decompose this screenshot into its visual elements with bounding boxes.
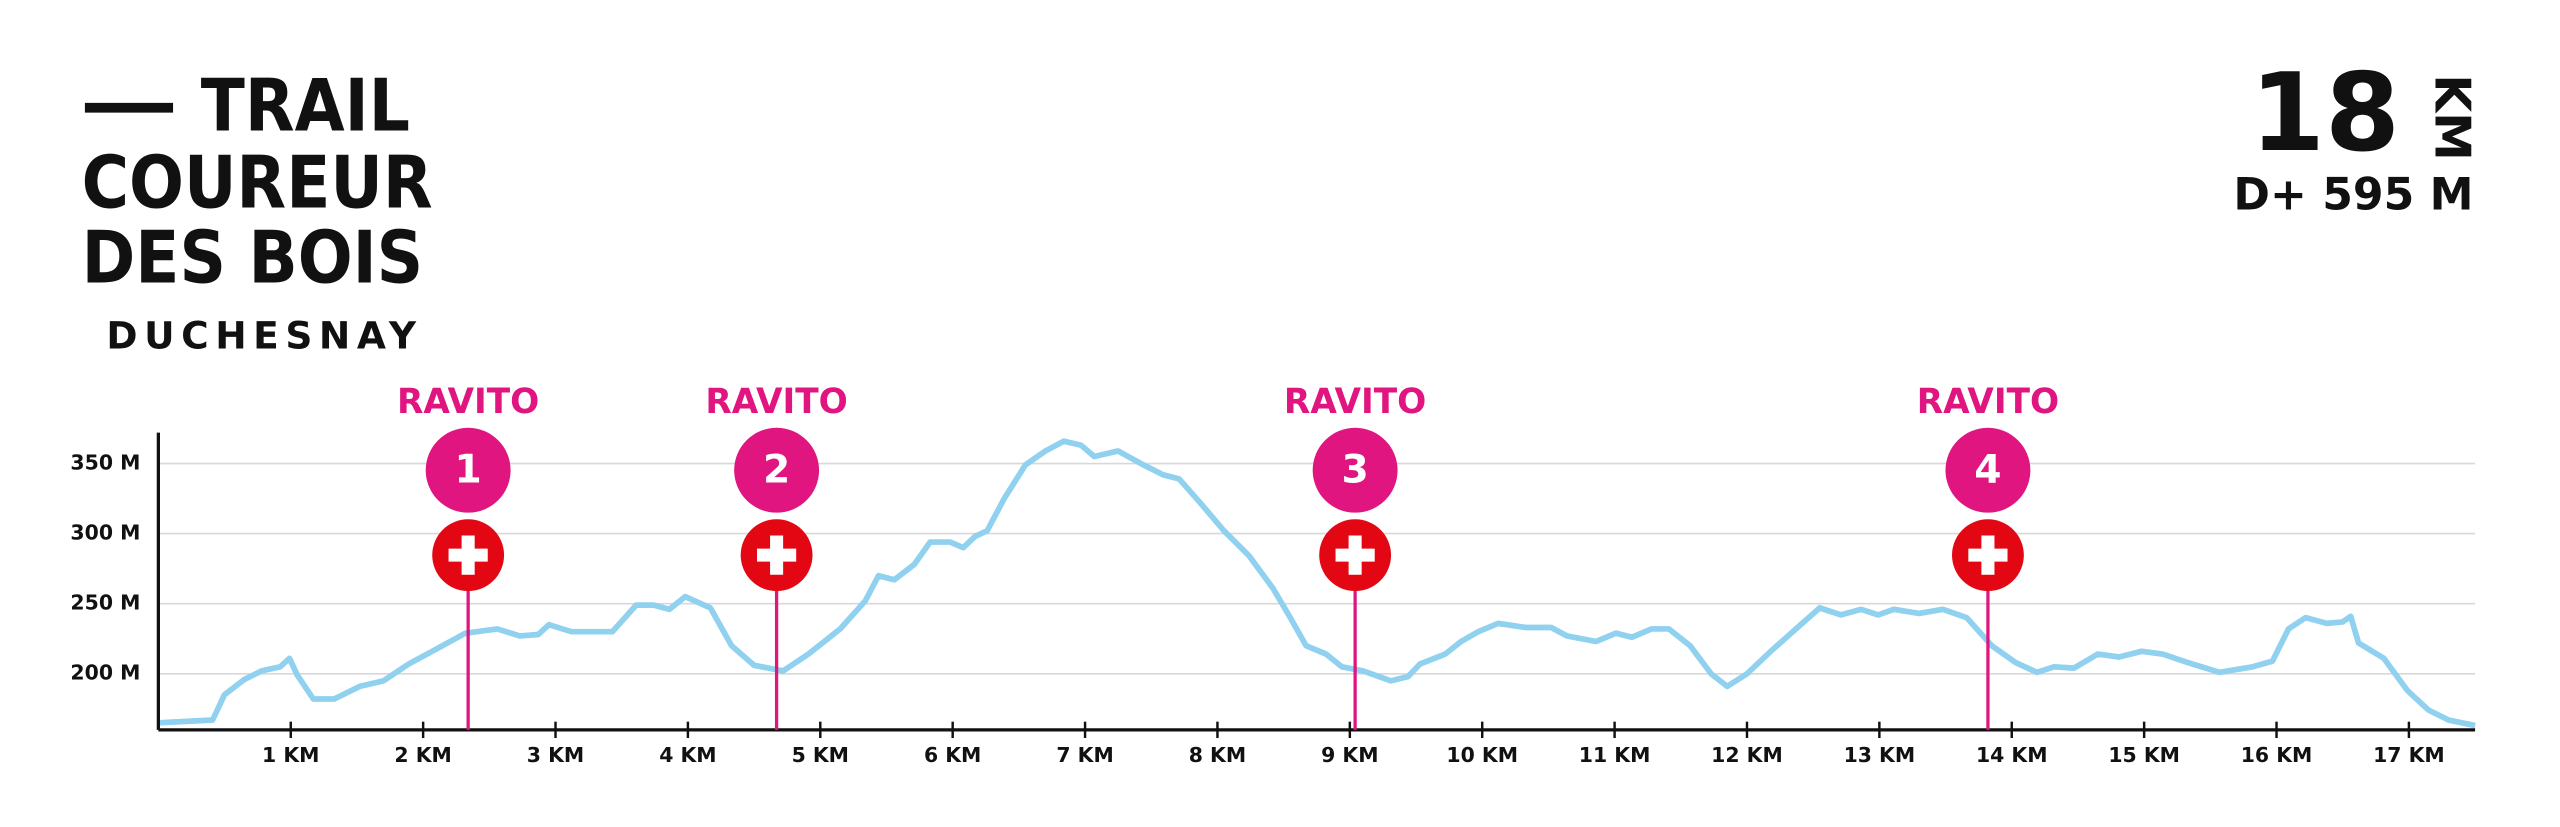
aid-cross — [1968, 535, 2008, 575]
ravito-number: 1 — [455, 447, 482, 492]
title-line: TRAIL — [201, 64, 410, 148]
x-tick-label: 15 KM — [2108, 743, 2180, 767]
y-tick-label: 300 M — [70, 521, 140, 545]
x-tick-label: 4 KM — [659, 743, 716, 767]
x-tick-label: 1 KM — [262, 743, 319, 767]
ravito-number: 4 — [1974, 447, 2001, 492]
ravito-number: 2 — [763, 447, 790, 492]
ravito-number: 3 — [1341, 447, 1368, 492]
ravito-label: RAVITO — [705, 382, 847, 422]
ravito-badge — [1945, 427, 2031, 513]
ravito-label: RAVITO — [397, 382, 539, 422]
title-line: DES BOIS — [82, 215, 424, 299]
y-tick-label: 250 M — [70, 591, 140, 615]
y-tick-label: 350 M — [70, 451, 140, 475]
subtitle: DUCHESNAY — [106, 313, 422, 357]
x-tick-label: 17 KM — [2373, 743, 2445, 767]
x-tick-label: 3 KM — [527, 743, 584, 767]
x-tick-label: 8 KM — [1189, 743, 1246, 767]
elevation-line — [158, 438, 2476, 729]
y-tick-label: 200 M — [70, 661, 140, 685]
title-line: COUREUR — [82, 140, 433, 224]
ravito-badge — [425, 427, 511, 513]
aid-cross — [1335, 535, 1375, 575]
x-tick-label: 5 KM — [792, 743, 849, 767]
aid-cross — [448, 535, 488, 575]
x-tick-label: 10 KM — [1446, 743, 1518, 767]
x-tick-label: 2 KM — [394, 743, 451, 767]
x-tick-label: 14 KM — [1976, 743, 2048, 767]
x-tick-label: 7 KM — [1056, 743, 1113, 767]
x-tick-label: 6 KM — [924, 743, 981, 767]
ravito-label: RAVITO — [1917, 382, 2059, 422]
x-tick-label: 11 KM — [1579, 743, 1651, 767]
elevation-gain: D+ 595 M — [2233, 170, 2473, 221]
x-tick-label: 9 KM — [1321, 743, 1378, 767]
x-tick-label: 12 KM — [1711, 743, 1783, 767]
distance: 18 — [2250, 51, 2400, 176]
distance-unit: KM — [2423, 74, 2480, 161]
aid-cross — [757, 535, 797, 575]
x-tick-label: 13 KM — [1844, 743, 1916, 767]
x-tick-label: 16 KM — [2241, 743, 2313, 767]
ravito-badge — [734, 427, 820, 513]
ravito-badge — [1312, 427, 1398, 513]
ravito-label: RAVITO — [1284, 382, 1426, 422]
